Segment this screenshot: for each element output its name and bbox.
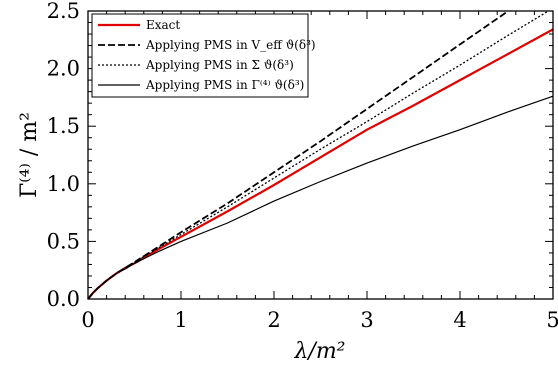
y-tick-label: 1.0 bbox=[47, 172, 80, 196]
x-tick-label: 1 bbox=[174, 308, 187, 332]
tick-labels: 0 1 2 3 4 5 0.0 0.5 1.0 1.5 2.0 2.5 bbox=[47, 0, 558, 332]
x-axis-title: λ/m² bbox=[293, 339, 345, 364]
y-tick-label: 2.5 bbox=[47, 0, 80, 23]
y-axis-title: Γ⁽⁴⁾ / m² bbox=[17, 112, 42, 198]
series-line-3 bbox=[87, 10, 549, 300]
plot-frame bbox=[87, 10, 554, 300]
series-line-4 bbox=[87, 95, 554, 300]
legend-box bbox=[91, 13, 309, 98]
x-tick-label: 0 bbox=[81, 308, 94, 332]
y-tick-label: 1.5 bbox=[47, 114, 80, 138]
legend-label: Exact bbox=[146, 18, 180, 32]
y-tick-label: 2.0 bbox=[47, 57, 80, 81]
series-lines bbox=[87, 10, 554, 300]
y-tick-label: 0.0 bbox=[47, 287, 80, 311]
legend-label: Applying PMS in Γ⁽⁴⁾ ϑ(δ³) bbox=[145, 78, 304, 92]
x-tick-label: 4 bbox=[453, 308, 466, 332]
x-tick-label: 2 bbox=[267, 308, 280, 332]
legend-label: Applying PMS in V_eff ϑ(δ³) bbox=[145, 38, 316, 52]
y-tick-label: 0.5 bbox=[47, 229, 80, 253]
legend: Exact Applying PMS in V_eff ϑ(δ³) Applying… bbox=[91, 13, 316, 98]
x-tick-label: 5 bbox=[546, 308, 558, 332]
x-tick-label: 3 bbox=[360, 308, 373, 332]
legend-label: Applying PMS in Σ ϑ(δ³) bbox=[145, 58, 294, 72]
